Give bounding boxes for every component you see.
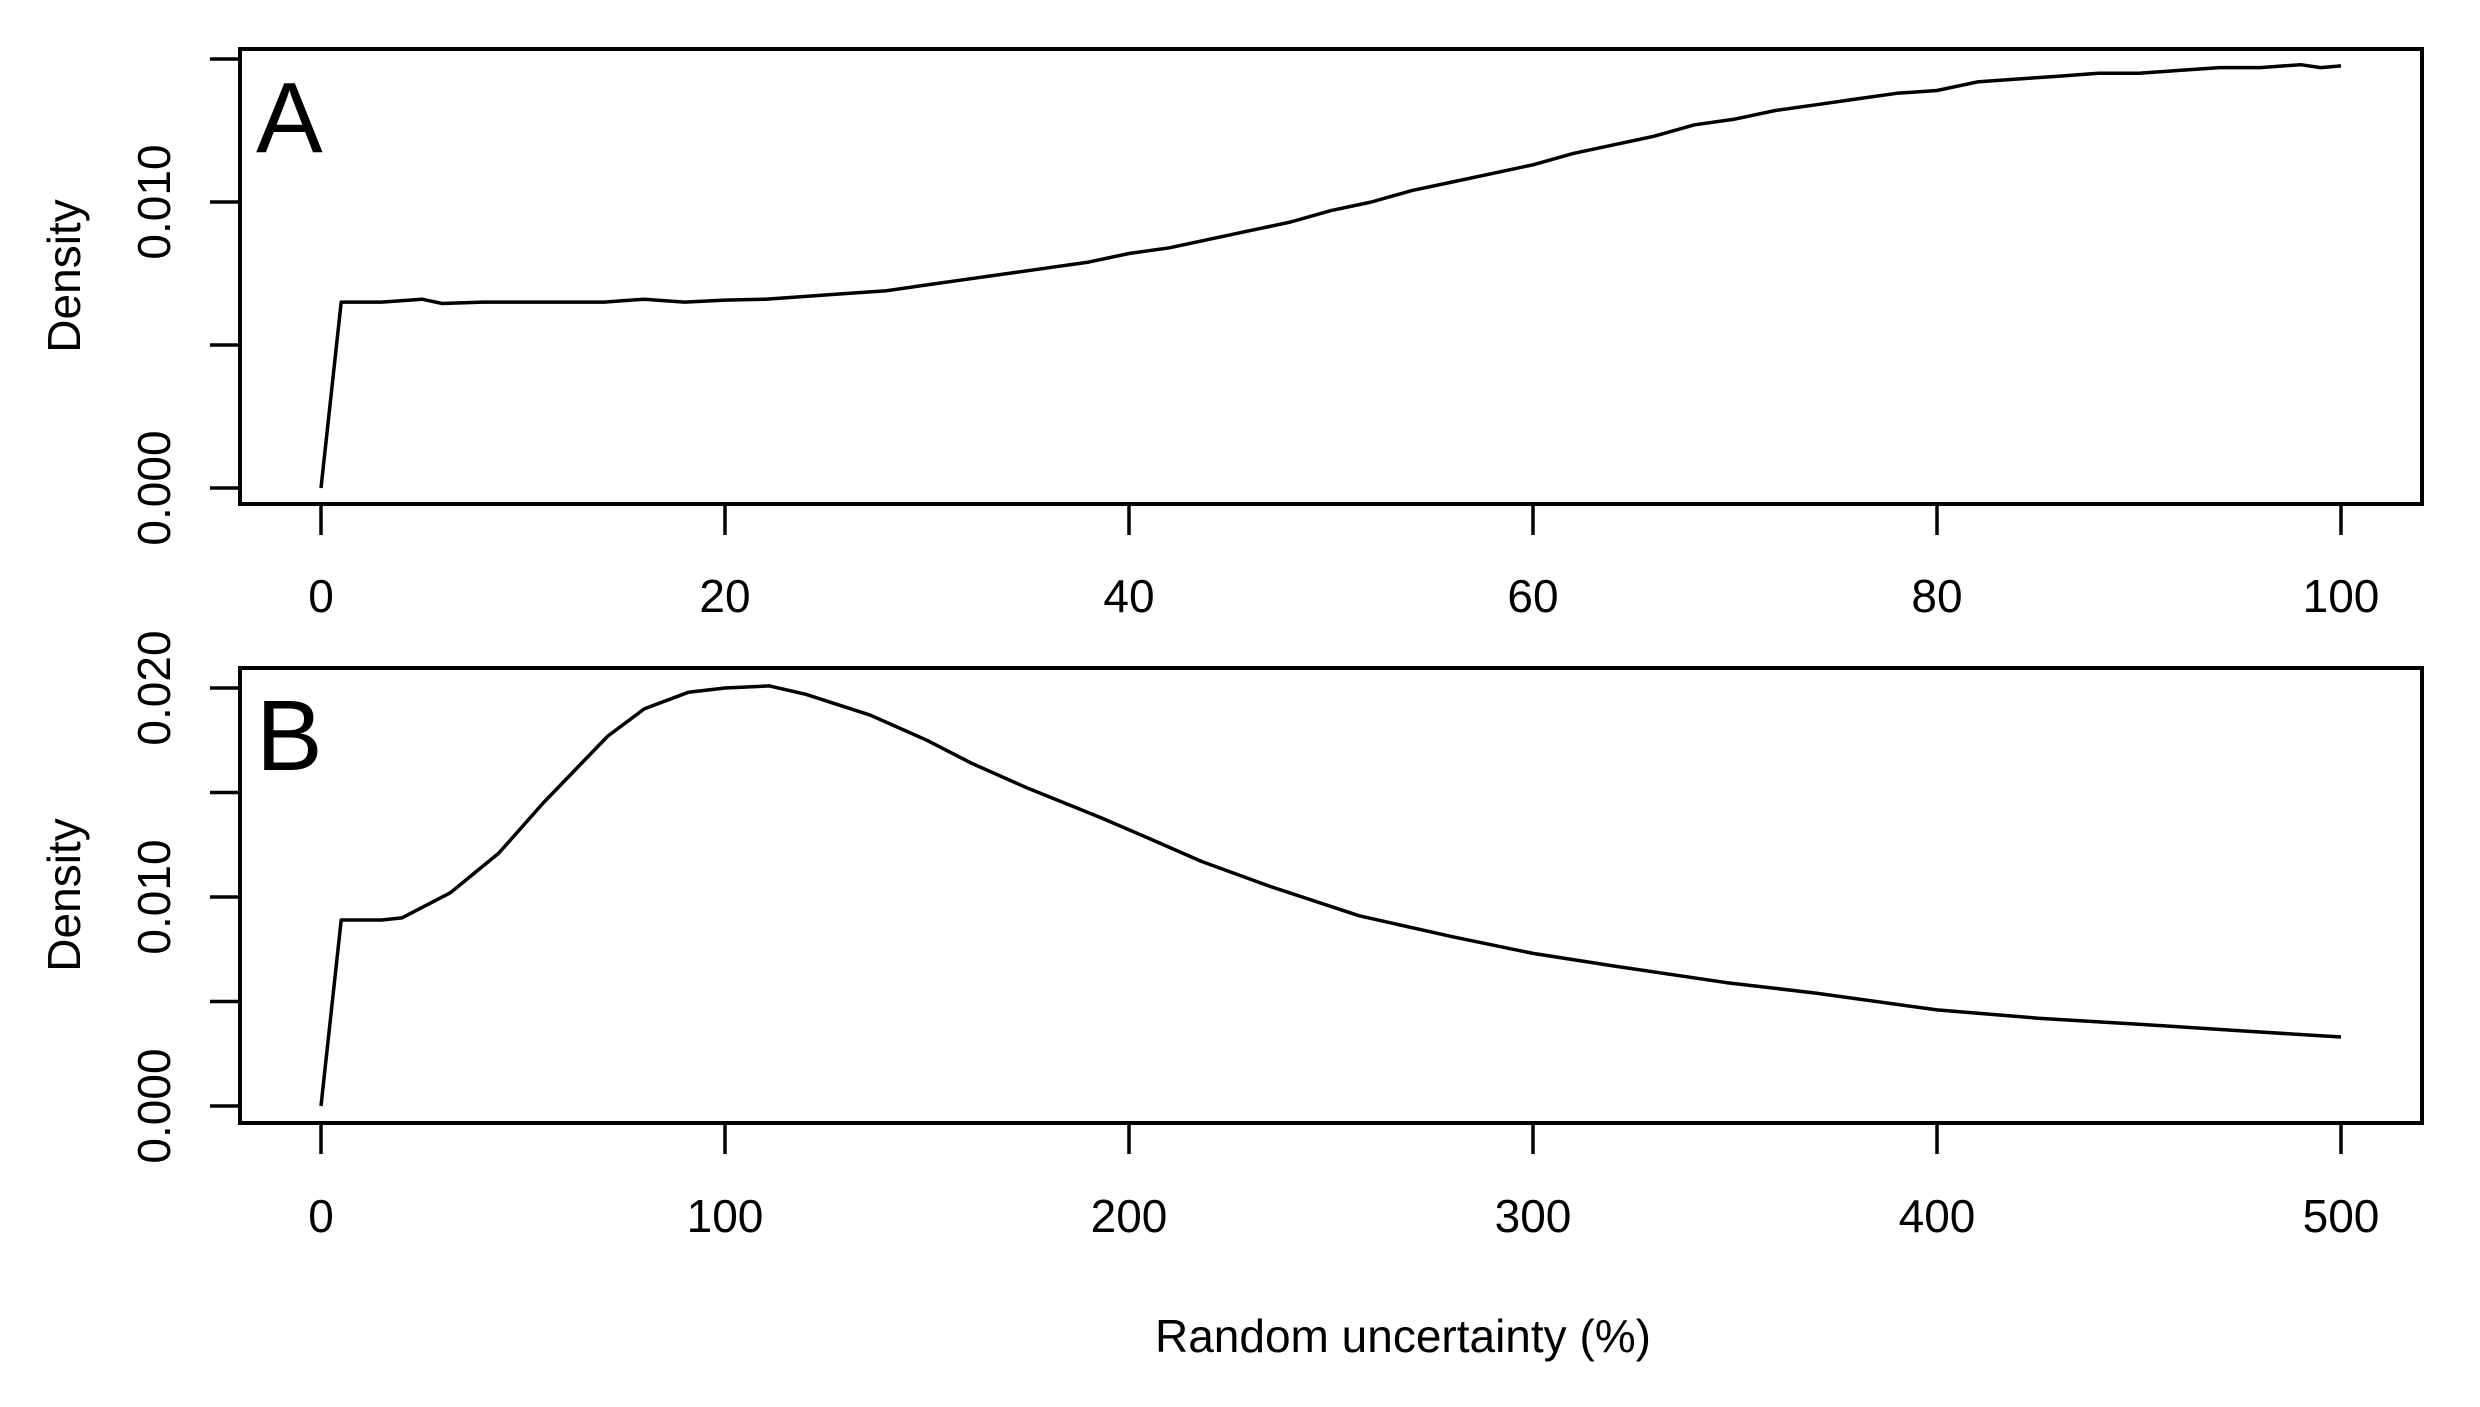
x-tick-label: 0 <box>308 1190 334 1242</box>
x-tick-label: 500 <box>2303 1190 2380 1242</box>
panel-b-y-axis: 0.000 0.010 0.020 <box>128 630 240 1164</box>
x-tick-label: 100 <box>2303 570 2380 622</box>
y-tick-label: 0.020 <box>128 630 180 745</box>
x-tick-label: 80 <box>1911 570 1962 622</box>
panel-a-frame <box>238 47 2424 506</box>
panel-a-ylabel: Density <box>38 199 90 352</box>
x-tick-label: 40 <box>1103 570 1154 622</box>
panel-b-letter: B <box>256 680 323 792</box>
panel-b-frame <box>238 666 2424 1125</box>
panel-b-x-axis: 0 100 200 300 400 500 <box>308 1123 2379 1242</box>
y-tick-label: 0.010 <box>128 144 180 259</box>
x-tick-label: 100 <box>687 1190 764 1242</box>
panel-a-y-axis: 0.000 0.010 <box>128 57 240 546</box>
panel-a-x-axis: 0 20 40 60 80 100 <box>308 504 2379 622</box>
y-tick-label: 0.000 <box>128 1048 180 1163</box>
panel-a: 0.000 0.010 0 20 40 60 80 100 A Density <box>38 47 2424 622</box>
panel-b-ylabel: Density <box>38 818 90 971</box>
panel-a-density-line <box>319 62 2342 489</box>
y-tick-label: 0.010 <box>128 839 180 954</box>
panel-b-density-line <box>319 684 2342 1107</box>
y-tick-label: 0.000 <box>128 430 180 545</box>
x-tick-label: 200 <box>1091 1190 1168 1242</box>
panel-a-letter: A <box>256 62 323 174</box>
x-tick-label: 300 <box>1495 1190 1572 1242</box>
shared-x-axis-label: Random uncertainty (%) <box>1155 1310 1651 1362</box>
x-tick-label: 0 <box>308 570 334 622</box>
x-tick-label: 60 <box>1507 570 1558 622</box>
x-tick-label: 400 <box>1899 1190 1976 1242</box>
panel-b: 0.000 0.010 0.020 0 100 200 300 400 500 B Densi… <box>38 630 2424 1242</box>
x-tick-label: 20 <box>699 570 750 622</box>
